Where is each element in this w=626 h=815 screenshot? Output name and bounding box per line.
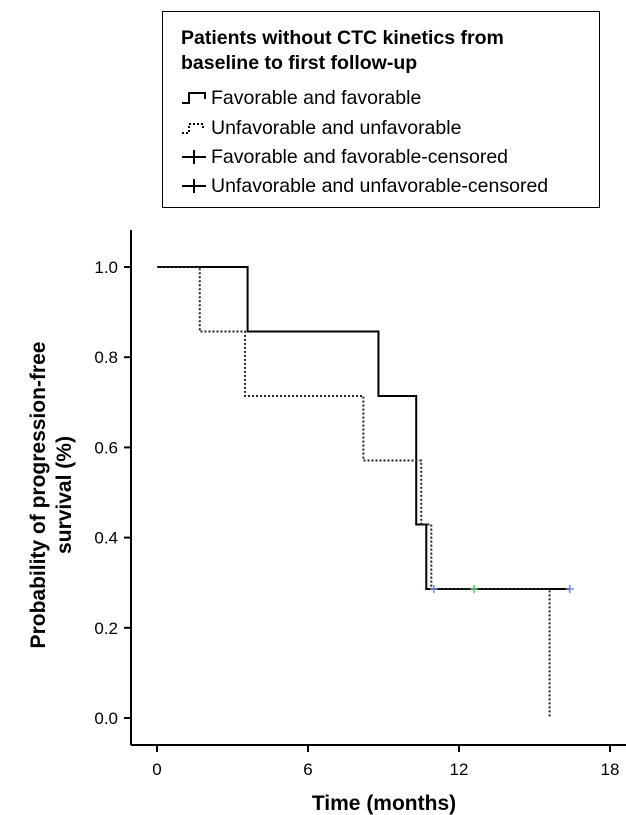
y-axis-title: Probability of progression-free survival… — [27, 342, 76, 649]
x-tick-label: 12 — [450, 760, 469, 779]
y-tick-label: 0.0 — [94, 709, 118, 728]
y-tick-label: 0.2 — [94, 619, 118, 638]
legend-entry-favorable: Favorable and favorable — [181, 86, 596, 110]
dotted-step-icon — [182, 123, 204, 134]
legend-box: Patients without CTC kinetics from basel… — [162, 11, 600, 208]
series-layer — [157, 266, 570, 718]
solid-step-icon — [182, 92, 206, 104]
x-tick-label: 18 — [601, 760, 620, 779]
y-axis-title-line2: survival (%) — [53, 436, 76, 554]
censor-layer — [429, 585, 574, 594]
x-tick-label: 0 — [152, 760, 161, 779]
legend-title-line2: baseline to first follow-up — [181, 52, 418, 74]
cross-marker-icon — [182, 150, 206, 164]
censor-mark-unfavorable — [470, 585, 479, 594]
series-unfavorable-line — [157, 266, 551, 718]
legend-label-unfavorable-censored: Unfavorable and unfavorable-censored — [211, 175, 549, 197]
y-tick-label: 1.0 — [94, 258, 118, 277]
legend-title-line1: Patients without CTC kinetics from — [181, 27, 504, 49]
legend-entry-favorable-censored: Favorable and favorable-censored — [181, 145, 596, 169]
y-tick-label: 0.4 — [94, 529, 118, 548]
y-tick-label: 0.6 — [94, 438, 118, 457]
legend-label-favorable: Favorable and favorable — [211, 87, 422, 109]
y-tick-label: 0.8 — [94, 348, 118, 367]
x-tick-label: 6 — [303, 760, 312, 779]
censor-mark-favorable — [565, 585, 574, 594]
x-axis-title: Time (months) — [312, 792, 456, 815]
axes: 0.0 0.2 0.4 0.6 0.8 1.0 0 6 12 18 — [94, 230, 626, 779]
legend-label-favorable-censored: Favorable and favorable-censored — [211, 146, 509, 168]
legend-entry-unfavorable-censored: Unfavorable and unfavorable-censored — [181, 174, 596, 198]
y-axis-title-line1: Probability of progression-free — [27, 342, 50, 649]
cross-marker-icon — [182, 179, 206, 193]
series-favorable-line — [157, 266, 570, 591]
legend-entry-unfavorable: Unfavorable and unfavorable — [181, 116, 596, 140]
censor-mark-favorable — [429, 585, 438, 594]
legend-label-unfavorable: Unfavorable and unfavorable — [211, 117, 462, 139]
legend-title: Patients without CTC kinetics from basel… — [181, 26, 581, 76]
